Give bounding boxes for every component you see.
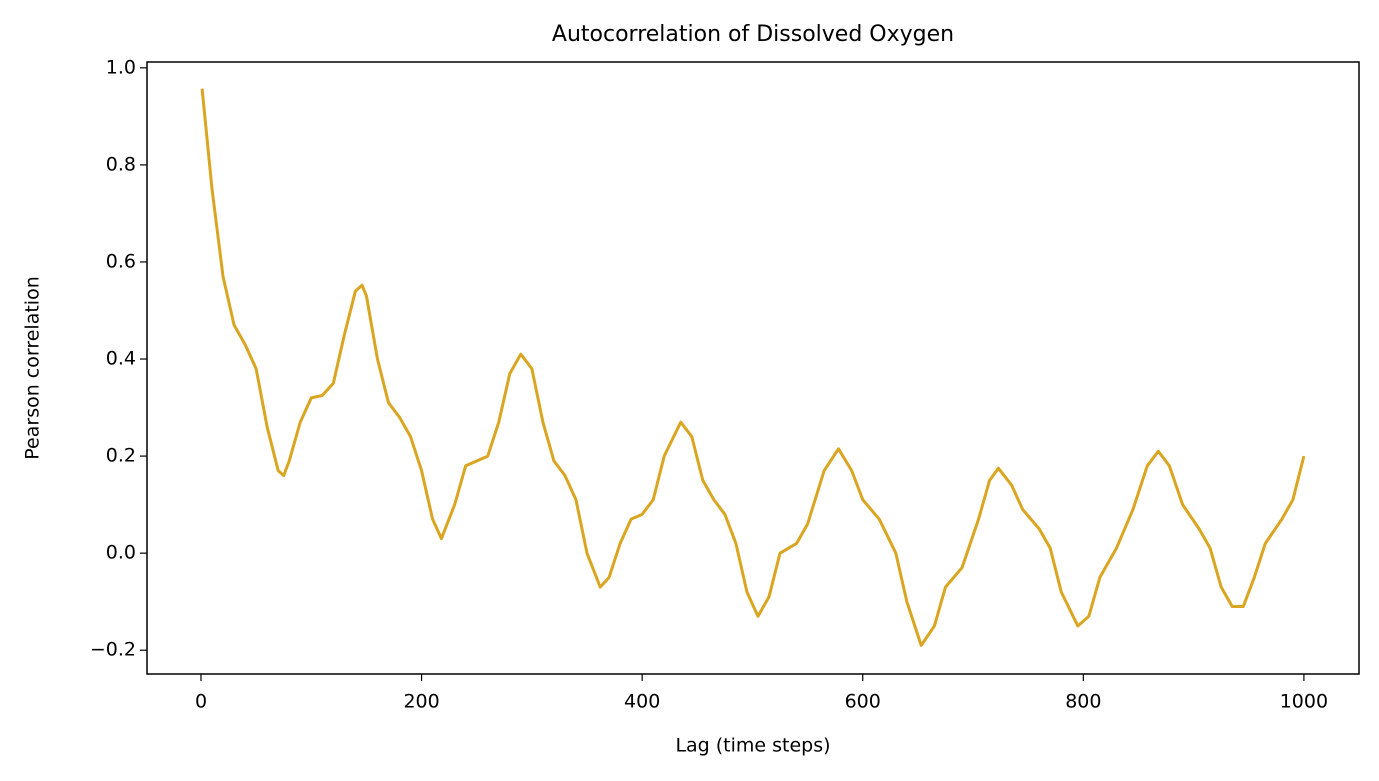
y-tick-label: 0.8 <box>106 153 136 175</box>
y-tick-label: −0.2 <box>90 639 136 661</box>
line-series <box>200 88 1306 647</box>
y-tick-label: 0.0 <box>106 542 136 564</box>
y-axis-label: Pearson correlation <box>22 276 44 459</box>
plot-frame <box>146 61 1360 675</box>
x-axis-label: Lag (time steps) <box>675 735 830 757</box>
y-tick-label: 0.4 <box>106 348 136 370</box>
x-tick-label: 800 <box>1065 691 1101 713</box>
y-tick-label: 1.0 <box>106 56 136 78</box>
x-tick-label: 1000 <box>1280 691 1328 713</box>
x-tick-label: 600 <box>845 691 881 713</box>
y-tick-label: 0.6 <box>106 250 136 272</box>
x-tick-label: 400 <box>624 691 660 713</box>
chart-title: Autocorrelation of Dissolved Oxygen <box>552 22 954 47</box>
x-tick-label: 0 <box>195 691 207 713</box>
y-tick-label: 0.2 <box>106 445 136 467</box>
x-tick-label: 200 <box>403 691 439 713</box>
